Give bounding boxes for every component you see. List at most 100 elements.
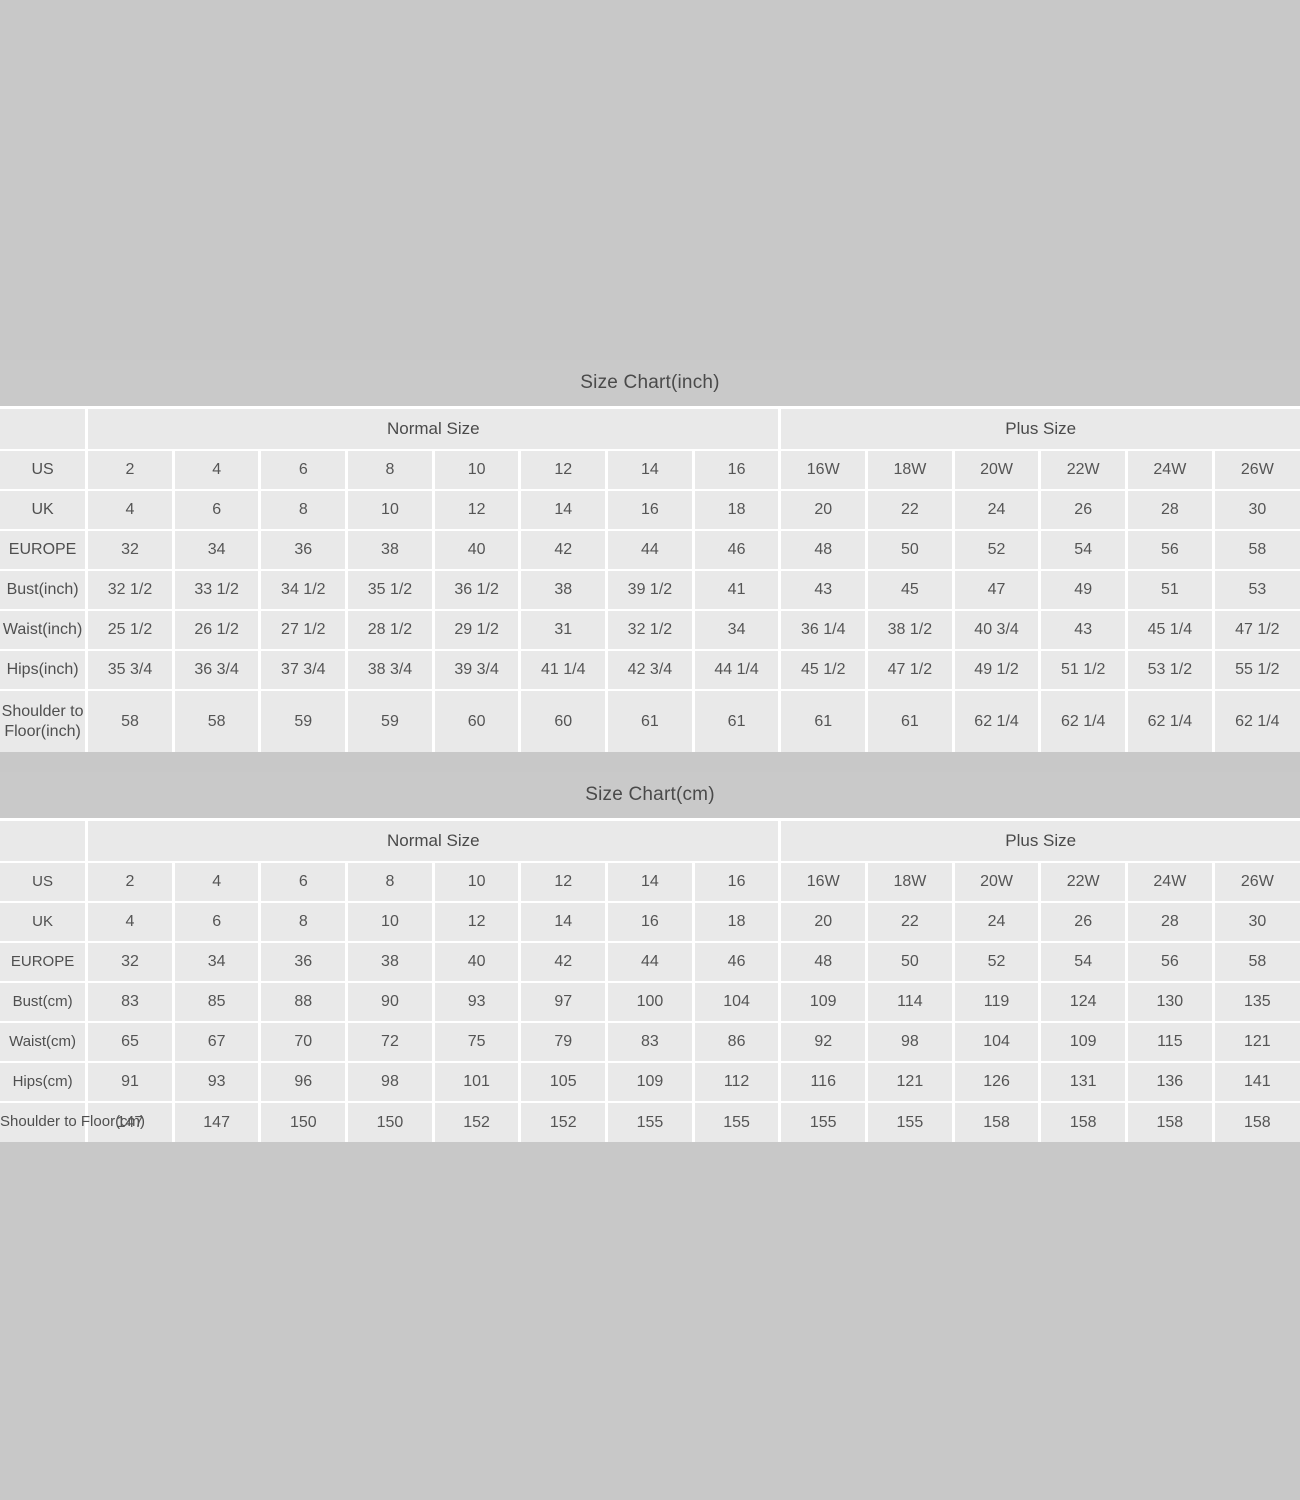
group-header-normal-size: Normal Size — [86, 409, 782, 451]
table-cell: 47 — [953, 570, 1042, 611]
table-cell: 124 — [1039, 982, 1129, 1023]
table-cell: 24 — [953, 902, 1042, 943]
table-cell: 60 — [519, 690, 609, 752]
table-cell: 158 — [1126, 1102, 1215, 1142]
row-label-shoulder-to-floor-inch: Shoulder to Floor(inch) — [0, 690, 89, 752]
table-cell: 34 1/2 — [259, 570, 349, 611]
row-label-waist-inch: Waist(inch) — [0, 610, 89, 651]
table-cell: 20 — [778, 902, 869, 943]
row-label-hips-inch: Hips(inch) — [0, 650, 89, 691]
table-cell: 70 — [259, 1022, 349, 1063]
table-cell: 36 3/4 — [173, 650, 262, 691]
table-cell: 121 — [866, 1062, 955, 1103]
table-cell: 26 — [1039, 490, 1129, 531]
table-cell: 6 — [259, 450, 349, 491]
table-row: EUROPE 32 34 36 38 40 42 44 46 48 50 52 54 56 58 — [0, 942, 1300, 983]
table-cell: 67 — [173, 1022, 262, 1063]
table-cell: 16 — [606, 490, 695, 531]
table-cell: 83 — [86, 982, 175, 1023]
table-cell: 41 1/4 — [519, 650, 609, 691]
table-cell: 43 — [1039, 610, 1129, 651]
table-cell: 20W — [953, 862, 1042, 903]
row-label-shoulder-to-floor-cm: Shoulder to Floor(cm) — [0, 1102, 145, 1142]
table-cell: 61 — [778, 690, 869, 752]
table-cell: 49 1/2 — [953, 650, 1042, 691]
table-cell: 61 — [693, 690, 782, 752]
table-cell: 28 1/2 — [346, 610, 435, 651]
table-cell: 54 — [1039, 530, 1129, 571]
table-corner-cell — [0, 409, 89, 451]
table-cell: 105 — [519, 1062, 609, 1103]
table-cell: 2 — [86, 862, 175, 903]
table-cell: 46 — [693, 530, 782, 571]
size-chart-inch-table: Normal Size Plus Size US 2 4 6 8 10 12 14 16 16W 18W… — [0, 409, 1300, 752]
group-header-normal-size: Normal Size — [86, 821, 782, 863]
table-cell: 29 1/2 — [433, 610, 522, 651]
group-header-row: Normal Size Plus Size — [0, 409, 1300, 451]
table-cell: 40 — [433, 942, 522, 983]
table-cell: 96 — [259, 1062, 349, 1103]
table-cell: 158 — [1039, 1102, 1129, 1142]
table-row: Waist(inch) 25 1/2 26 1/2 27 1/2 28 1/2 29 1/… — [0, 610, 1300, 651]
size-chart-cm-block: Size Chart(cm) Normal Size Plus Size US 2 4 6… — [0, 772, 1300, 1142]
table-cell: 45 1/4 — [1126, 610, 1215, 651]
table-cell: 30 — [1213, 902, 1300, 943]
group-header-plus-size: Plus Size — [778, 821, 1300, 863]
table-cell: 50 — [866, 530, 955, 571]
table-cell: 88 — [259, 982, 349, 1023]
table-cell: 25 1/2 — [86, 610, 175, 651]
table-cell: 4 — [86, 490, 175, 531]
table-cell: 12 — [433, 902, 522, 943]
table-cell: 24 — [953, 490, 1042, 531]
table-cell: 59 — [259, 690, 349, 752]
table-cell: 53 1/2 — [1126, 650, 1215, 691]
table-cell: 14 — [519, 490, 609, 531]
table-cell: 39 3/4 — [433, 650, 522, 691]
table-cell: 44 1/4 — [693, 650, 782, 691]
table-cell: 158 — [953, 1102, 1042, 1142]
table-cell: 121 — [1213, 1022, 1300, 1063]
table-cell: 86 — [693, 1022, 782, 1063]
table-cell: 52 — [953, 942, 1042, 983]
table-cell: 135 — [1213, 982, 1300, 1023]
table-cell: 27 1/2 — [259, 610, 349, 651]
table-cell: 155 — [866, 1102, 955, 1142]
table-cell: 32 — [86, 530, 175, 571]
table-cell: 38 — [346, 530, 435, 571]
table-cell: 18W — [866, 862, 955, 903]
table-cell: 32 1/2 — [86, 570, 175, 611]
row-label-europe: EUROPE — [0, 530, 89, 571]
table-cell: 55 1/2 — [1213, 650, 1300, 691]
table-cell: 61 — [606, 690, 695, 752]
table-cell: 48 — [778, 942, 869, 983]
table-cell: 100 — [606, 982, 695, 1023]
row-label-bust-inch: Bust(inch) — [0, 570, 89, 611]
row-label-us: US — [0, 862, 89, 903]
table-cell: 62 1/4 — [1213, 690, 1300, 752]
table-row: Shoulder to Floor(cm) 147 147 150 150 152 152 1… — [0, 1102, 1300, 1142]
table-cell: 141 — [1213, 1062, 1300, 1103]
table-cell: 14 — [606, 450, 695, 491]
table-cell: 45 — [866, 570, 955, 611]
table-cell: 26W — [1213, 450, 1300, 491]
table-cell: 4 — [173, 450, 262, 491]
table-cell: 22 — [866, 902, 955, 943]
table-row: Bust(cm) 83 85 88 90 93 97 100 104 109 114 119 124 13… — [0, 982, 1300, 1023]
table-cell: 101 — [433, 1062, 522, 1103]
table-cell: 8 — [259, 902, 349, 943]
table-cell: 60 — [433, 690, 522, 752]
table-cell: 40 — [433, 530, 522, 571]
table-cell: 6 — [173, 902, 262, 943]
table-row: EUROPE 32 34 36 38 40 42 44 46 48 50 52 54 56 58 — [0, 530, 1300, 571]
table-cell: 16 — [606, 902, 695, 943]
table-cell: 24W — [1126, 450, 1215, 491]
table-cell: 36 — [259, 942, 349, 983]
table-cell: 62 1/4 — [953, 690, 1042, 752]
table-cell: 62 1/4 — [1126, 690, 1215, 752]
table-cell: 18 — [693, 490, 782, 531]
table-cell: 36 — [259, 530, 349, 571]
group-header-row: Normal Size Plus Size — [0, 821, 1300, 863]
table-cell: 22W — [1039, 450, 1129, 491]
table-cell: 2 — [86, 450, 175, 491]
